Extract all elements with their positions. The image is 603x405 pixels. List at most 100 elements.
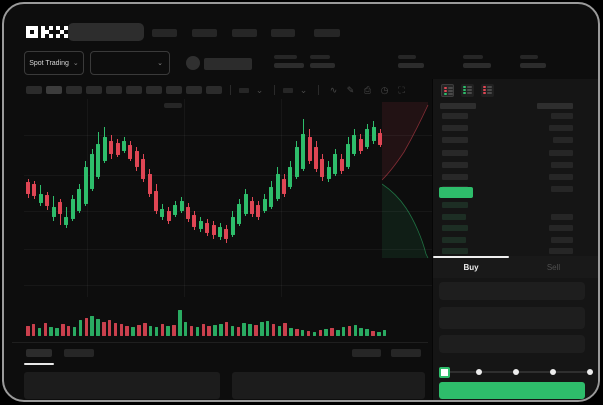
volume-bar xyxy=(96,319,100,336)
candle-body xyxy=(237,204,242,224)
timeframe-button[interactable] xyxy=(146,86,162,94)
slider-handle[interactable] xyxy=(439,367,450,378)
chart-style-placeholder[interactable] xyxy=(283,87,293,93)
search-input[interactable] xyxy=(68,23,144,41)
candle-body xyxy=(326,167,331,179)
market-mode-dropdown[interactable]: Spot Trading ⌄ xyxy=(24,51,84,75)
ask-price-placeholder[interactable] xyxy=(442,113,468,119)
candle-body xyxy=(301,134,306,169)
ticker-stat-label xyxy=(398,55,416,59)
bid-price-placeholder[interactable] xyxy=(442,225,468,232)
ask-price-placeholder[interactable] xyxy=(442,161,468,168)
price-input[interactable] xyxy=(439,282,585,300)
timeframe-button[interactable] xyxy=(206,86,222,94)
volume-bar xyxy=(347,326,352,336)
candle-body xyxy=(198,221,203,229)
h-gridline xyxy=(24,211,432,212)
candle-body xyxy=(154,191,158,211)
nav-item-placeholder[interactable] xyxy=(271,29,295,37)
nav-item-placeholder[interactable] xyxy=(192,29,217,37)
candle-body xyxy=(365,129,370,147)
slider-stop-dot[interactable] xyxy=(587,369,593,375)
reload-icon[interactable]: ◷ xyxy=(380,85,389,95)
timeframe-button[interactable] xyxy=(86,86,102,94)
nav-item-placeholder[interactable] xyxy=(314,29,340,37)
amount-input[interactable] xyxy=(439,307,585,329)
candle-body xyxy=(358,139,363,151)
timeframe-button[interactable] xyxy=(126,86,142,94)
ask-price-placeholder[interactable] xyxy=(442,137,468,144)
pair-dropdown[interactable]: ⌄ xyxy=(90,51,170,75)
ticker-stat-value xyxy=(398,63,424,68)
timeframe-button[interactable] xyxy=(166,86,182,94)
candle-body xyxy=(32,184,37,196)
logo-letter xyxy=(41,26,53,38)
volume-bar xyxy=(61,324,65,336)
h-gridline xyxy=(24,285,432,286)
buy-submit-button[interactable] xyxy=(439,382,585,399)
camera-icon[interactable]: ⎙ xyxy=(363,85,372,95)
buy-tab-underline xyxy=(433,256,509,258)
candle-body xyxy=(346,144,350,167)
volume-bar xyxy=(300,330,305,336)
slider-stop-dot[interactable] xyxy=(550,369,556,375)
nav-item-placeholder[interactable] xyxy=(152,29,177,37)
line-type-icon[interactable]: ∿ xyxy=(329,85,338,95)
ticker-stat-value xyxy=(310,63,335,68)
slider-stop-dot[interactable] xyxy=(476,369,482,375)
orderbook-bids-icon[interactable] xyxy=(461,84,474,97)
orderbook-asks-icon[interactable] xyxy=(481,84,494,97)
chart-style-chevron-icon[interactable]: ⌄ xyxy=(299,85,308,95)
bid-price-placeholder[interactable] xyxy=(442,202,468,208)
timeframe-button[interactable] xyxy=(186,86,202,94)
volume-bar xyxy=(353,325,358,336)
bid-price-placeholder[interactable] xyxy=(442,213,466,220)
history-tab[interactable] xyxy=(64,349,94,357)
timeframe-button[interactable] xyxy=(26,86,42,94)
indicators-placeholder[interactable] xyxy=(239,87,249,93)
candle-body xyxy=(211,225,216,235)
volume-bar xyxy=(382,330,387,336)
ask-size-placeholder xyxy=(551,113,573,119)
candle-body xyxy=(320,159,325,177)
candle-body xyxy=(90,154,94,189)
total-input[interactable] xyxy=(439,335,585,353)
slider-stop-dot[interactable] xyxy=(513,369,519,375)
trade-sidebar: Buy Sell xyxy=(432,79,598,400)
volume-bar xyxy=(365,329,369,336)
okx-logo[interactable] xyxy=(26,26,68,38)
ask-price-placeholder[interactable] xyxy=(442,174,468,180)
bid-price-placeholder[interactable] xyxy=(442,236,466,243)
candle-body xyxy=(378,133,382,145)
volume-bar xyxy=(154,327,159,336)
toolbar-separator xyxy=(230,85,231,95)
ask-price-placeholder[interactable] xyxy=(442,125,468,132)
volume-bar xyxy=(312,332,317,336)
buy-tab[interactable]: Buy xyxy=(463,262,479,272)
indicators-chevron-icon[interactable]: ⌄ xyxy=(255,85,264,95)
candle-body xyxy=(179,201,184,211)
volume-bar xyxy=(49,327,53,336)
orderbook-both-icon[interactable] xyxy=(441,84,454,97)
timeframe-button[interactable] xyxy=(46,86,62,94)
ticker-stat-label xyxy=(463,55,483,59)
candle-body xyxy=(64,217,69,225)
draw-icon[interactable]: ✎ xyxy=(346,85,355,95)
volume-bar xyxy=(318,330,322,336)
orders-tab-active[interactable] xyxy=(26,349,52,357)
fullscreen-icon[interactable]: ⛶ xyxy=(398,85,405,95)
table-action-button[interactable] xyxy=(391,349,421,357)
table-action-button[interactable] xyxy=(352,349,381,357)
candle-body xyxy=(275,174,280,199)
timeframe-button[interactable] xyxy=(106,86,122,94)
sell-tab[interactable]: Sell xyxy=(546,262,561,272)
ask-price-placeholder[interactable] xyxy=(442,149,468,156)
volume-bar xyxy=(90,316,94,336)
chart-canvas[interactable] xyxy=(24,99,432,297)
ask-size-placeholder xyxy=(549,174,573,180)
timeframe-button[interactable] xyxy=(66,86,82,94)
nav-item-placeholder[interactable] xyxy=(232,29,257,37)
toolbar-separator xyxy=(318,85,319,95)
bid-price-placeholder[interactable] xyxy=(442,248,468,255)
volume-bar xyxy=(277,326,282,336)
